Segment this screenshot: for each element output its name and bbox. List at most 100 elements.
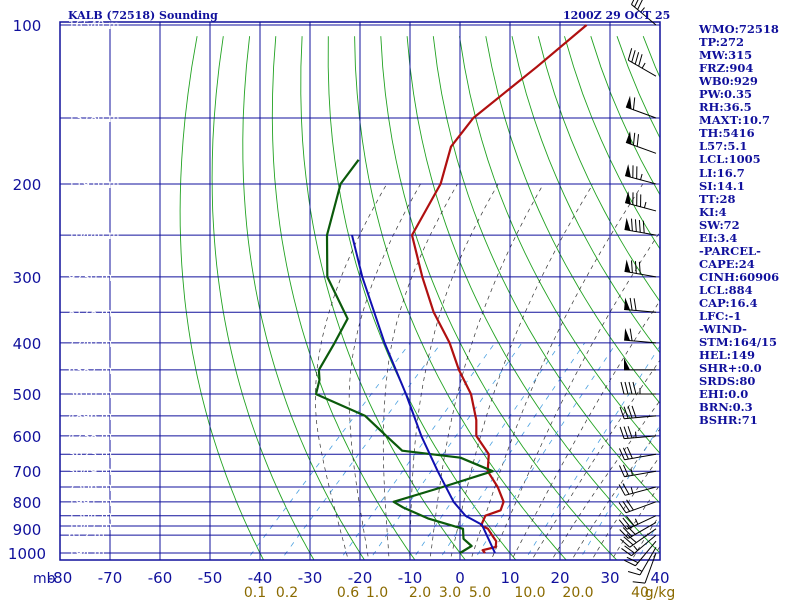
pressure-tick-label: 900 <box>13 521 42 539</box>
pressure-tick-label: 300 <box>13 269 42 287</box>
height-label: 10440 m <box>68 228 119 242</box>
wind-barb-flag <box>627 406 633 419</box>
wind-barb-staff <box>624 415 657 420</box>
wind-barb-half-flag <box>635 431 637 438</box>
temperature-tick-label: -80 <box>48 569 73 587</box>
stat-item: WB0:929 <box>699 74 758 89</box>
height-label: 7240 m <box>68 336 112 350</box>
stat-item: WMO:72518 <box>699 22 779 36</box>
dry-adiabat <box>485 36 660 404</box>
stat-item: TP:272 <box>699 35 745 50</box>
moist-adiabat <box>348 183 421 560</box>
wind-barb-staff <box>624 435 657 440</box>
wind-barb-half-flag <box>641 62 646 69</box>
stat-item: TT:28 <box>699 191 736 206</box>
wind-barb <box>618 515 657 530</box>
wind-barb-flag <box>621 548 632 557</box>
dry-adiabat <box>179 36 265 560</box>
wind-barb-staff <box>625 141 657 154</box>
wind-barb-flag <box>636 134 639 147</box>
dry-adiabat <box>354 36 567 560</box>
pressure-tick-label: 700 <box>13 463 42 481</box>
dry-adiabat <box>459 36 660 454</box>
wind-barb <box>624 357 656 371</box>
wind-barb-flag <box>624 545 635 554</box>
dry-adiabat <box>242 36 365 560</box>
wind-barb-pennant <box>624 217 631 231</box>
wind-barb-flag <box>618 502 627 514</box>
wind-barb-flag <box>622 483 630 495</box>
stat-item: KI:4 <box>699 204 727 219</box>
wind-barb-flag <box>638 261 641 275</box>
dry-adiabat <box>537 36 660 303</box>
wind-barb-flag <box>622 500 631 512</box>
wind-barb-flag <box>634 0 639 8</box>
height-label: 5610 m <box>68 387 112 401</box>
stat-item: EI:3.4 <box>699 230 738 245</box>
wind-barb <box>620 528 657 548</box>
pressure-tick-label: 800 <box>13 494 42 512</box>
mixing-ratio-label: 10.0 <box>514 585 545 600</box>
wind-barb-pennant <box>625 131 632 145</box>
wind-barb-flag <box>618 519 628 530</box>
pressure-tick-label: 400 <box>13 335 42 353</box>
wind-barb-flag <box>626 525 636 535</box>
moist-adiabat <box>511 300 660 560</box>
wind-barb <box>618 499 657 514</box>
sounding-title: KALB (72518) Sounding <box>68 9 218 22</box>
temperature-tick-label: -50 <box>198 569 223 587</box>
wind-barb-flag <box>623 426 629 439</box>
wind-barb <box>619 521 657 539</box>
pressure-tick-label: 600 <box>13 428 42 446</box>
wind-barb-flag <box>629 297 633 311</box>
wind-barb-half-flag <box>630 487 634 494</box>
wind-barb-flag <box>637 0 643 10</box>
height-label: 1504 m <box>68 509 112 523</box>
wind-barb <box>624 191 657 212</box>
wind-barb-staff <box>625 106 657 119</box>
wind-barb-staff <box>639 546 657 576</box>
height-label: 1047 m <box>68 519 112 533</box>
wind-barb-staff <box>629 528 657 548</box>
height-label: 11910 m <box>68 177 119 191</box>
wind-barb-half-flag <box>636 568 643 572</box>
wind-barb-pennant <box>625 191 631 205</box>
series-temperature-line <box>410 24 588 554</box>
wind-barb-staff <box>624 486 657 496</box>
wind-barb-flag <box>622 447 629 460</box>
mixing-ratio-line <box>524 345 660 560</box>
wind-barb-pennant <box>625 95 632 110</box>
wind-barb-flag <box>631 0 635 5</box>
moist-adiabat <box>409 183 499 560</box>
mixing-ratio-label: 0.2 <box>276 585 298 600</box>
height-label: 612 m <box>68 528 105 542</box>
pressure-tick-label: 500 <box>13 386 42 404</box>
temperature-tick-label: 40 <box>650 569 669 587</box>
series-dewpoint-line <box>314 159 494 554</box>
wind-barb <box>625 131 657 154</box>
stat-item: LFC:-1 <box>699 309 742 324</box>
stat-item: MW:315 <box>699 48 753 63</box>
wind-barb <box>619 426 657 440</box>
stat-item: BRN:0.3 <box>699 400 753 415</box>
mixing-ratio-line <box>579 424 660 560</box>
wind-barb-staff <box>631 534 657 557</box>
mixing-ratio-label: 20.0 <box>562 585 593 600</box>
wind-barb-flag <box>627 48 633 61</box>
wind-barb-flag <box>642 220 645 234</box>
dry-adiabat <box>380 36 618 560</box>
wind-barb-pennant <box>625 164 631 178</box>
wind-barb-flag <box>632 97 636 110</box>
wind-barb-flag <box>618 465 625 477</box>
stat-item: MAXT:10.7 <box>699 113 770 128</box>
wind-barb-flag <box>630 260 633 273</box>
wind-barb <box>627 546 657 576</box>
dry-adiabat <box>511 36 660 354</box>
wind-barb <box>618 483 657 496</box>
wind-barb-flag <box>632 581 646 584</box>
pressure-tick-label: 1000 <box>8 545 46 563</box>
wind-barb <box>621 534 657 557</box>
dry-adiabat <box>300 36 466 560</box>
moist-adiabat <box>315 183 388 560</box>
pressure-tick-label: 100 <box>13 17 42 35</box>
